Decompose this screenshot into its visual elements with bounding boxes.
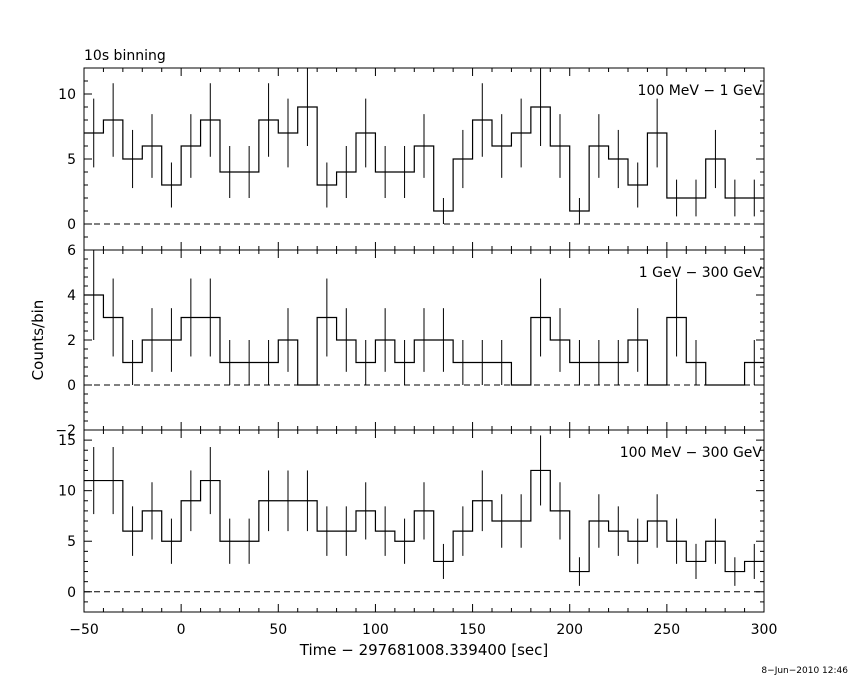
x-tick-label: 300 [751,622,778,638]
energy-band-label: 100 MeV − 300 GeV [620,445,763,461]
energy-band-label: 100 MeV − 1 GeV [638,83,763,99]
x-tick-label: 200 [556,622,583,638]
x-tick-label: 250 [653,622,680,638]
counts-histogram [84,294,764,386]
panels: 0 5 10 100 MeV − 1 GeV −2 0 2 4 6 1 GeV − 300 GeV… [55,67,765,613]
y-tick-label: 4 [67,288,76,304]
panel-1: 0 5 10 100 MeV − 1 GeV [58,67,765,251]
y-tick-label: 10 [58,484,76,500]
y-axis-label: Counts/bin [29,300,47,381]
x-axis-label: Time − 297681008.339400 [sec] [299,641,549,659]
x-tick-label: 50 [269,622,287,638]
x-tick-label: 100 [362,622,389,638]
y-tick-label: 2 [67,333,76,349]
x-tick-label: 150 [459,622,486,638]
y-tick-label: 0 [67,217,76,233]
y-tick-label: 6 [67,243,76,259]
y-tick-label: 0 [67,585,76,601]
footer-timestamp: 8−Jun−2010 12:46 [761,666,848,676]
x-tick-label: 0 [177,622,186,638]
y-tick-label: 0 [67,378,76,394]
panel-3: 0 5 10 15 100 MeV − 300 GeV [58,429,765,613]
panel-2: −2 0 2 4 6 1 GeV − 300 GeV [55,243,765,439]
y-tick-label: 5 [67,152,76,168]
y-tick-label: −2 [55,423,76,439]
figure-title: 10s binning [84,48,166,64]
y-tick-label: 15 [58,433,76,449]
y-tick-label: 10 [58,87,76,103]
energy-band-label: 1 GeV − 300 GeV [639,265,763,281]
x-tick-label: −50 [69,622,99,638]
x-axis: −50 0 50 100 150 200 250 300 [69,622,777,638]
y-tick-label: 5 [67,534,76,550]
